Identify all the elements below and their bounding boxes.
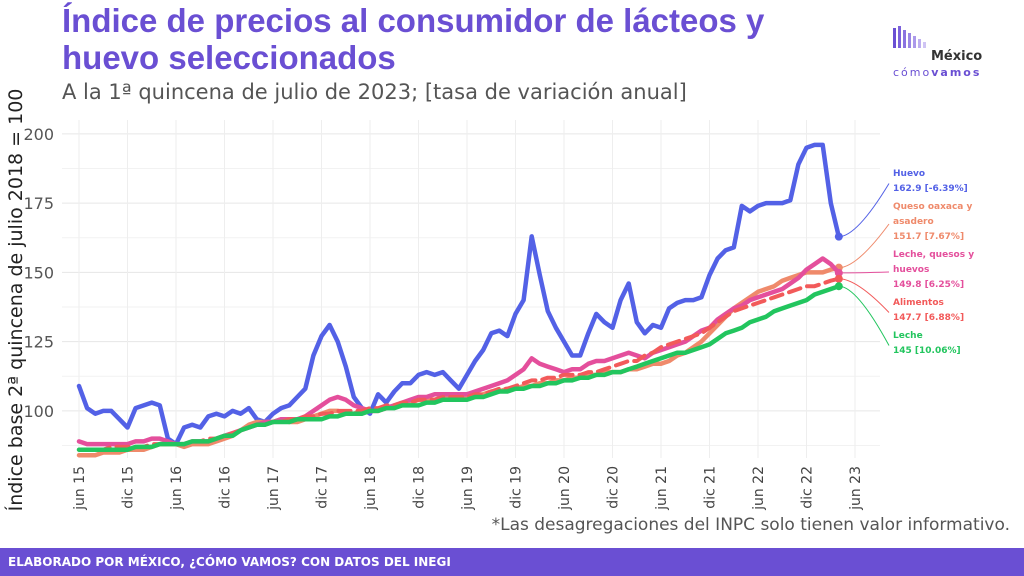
x-tick-label: dic 18 [412,466,428,509]
footer-credit: ELABORADO POR MÉXICO, ¿CÓMO VAMOS? CON D… [0,548,1024,576]
y-tick-label: 125 [23,333,54,352]
x-tick-label: dic 15 [121,466,137,509]
series-line-leche_quesos_huevos [76,256,842,447]
y-tick-label: 150 [23,263,54,282]
chart-grid [62,120,880,458]
end-label-name: Queso oaxaca y [893,202,973,212]
end-label-value: 147.7 [6.88%] [893,313,964,323]
x-tick-label: dic 17 [315,466,331,509]
x-tick-label: jun 22 [751,466,767,511]
x-tick-label: jun 23 [848,466,864,511]
footnote: *Las desagregaciones del INPC solo tiene… [491,515,1010,535]
x-tick-label: jun 21 [654,466,670,511]
end-label-leader [838,278,890,313]
y-tick-label: 200 [23,125,54,144]
series-line-leche [76,283,842,452]
y-tick-label: 100 [23,402,54,421]
x-tick-label: dic 22 [800,466,816,509]
x-tick-label: jun 17 [266,466,282,511]
series-line-alimentos [77,276,841,452]
logo-wordmark: México [931,49,983,64]
series-line-huevo [76,142,842,447]
end-labels: Huevo 162.9 [-6.39%] Queso oaxaca y asadero… [838,169,974,356]
end-label-leader [838,285,890,346]
chart-title: Índice de precios al consumidor de lácte… [62,2,765,76]
x-tick-label: dic 21 [703,466,719,509]
x-tick-label: dic 16 [218,466,234,509]
end-label-name: Leche [893,331,923,341]
y-axis: 100 125 150 175 200 [23,125,54,421]
end-label-leader [838,223,890,269]
x-tick-label: jun 20 [557,466,573,511]
end-label-leader [838,183,890,238]
end-label-name: Leche, quesos y [893,250,974,260]
end-label-name: huevos [893,265,929,275]
x-axis: jun 15 dic 15 jun 16 dic 16 jun 17 dic 17 jun … [72,466,864,511]
chart-subtitle: A la 1ª quincena de julio de 2023; [tasa… [62,80,687,104]
chart-lines [76,142,843,458]
end-label-value: 151.7 [7.67%] [893,232,964,242]
end-label-value: 145 [10.06%] [893,346,961,356]
x-tick-label: dic 20 [606,466,622,509]
logo-tagline: cómovamos [893,66,982,79]
y-axis-label: Índice base 2ª quincena de julio 2018 = … [4,89,27,512]
x-tick-label: dic 19 [509,466,525,509]
y-tick-label: 175 [23,194,54,213]
end-label-name: Alimentos [893,298,944,308]
x-tick-label: jun 19 [460,466,476,511]
logo-bars-icon [893,26,926,48]
end-label-name: Huevo [893,169,925,179]
x-tick-label: jun 15 [72,466,88,511]
end-label-name: asadero [893,217,934,227]
x-tick-label: jun 18 [363,466,379,511]
end-label-value: 149.8 [6.25%] [893,280,964,290]
end-label-leader [838,271,890,274]
end-label-value: 162.9 [-6.39%] [893,184,968,194]
x-tick-label: jun 16 [169,466,185,511]
